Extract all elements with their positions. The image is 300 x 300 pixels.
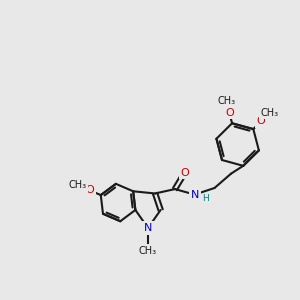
Text: O: O: [225, 108, 234, 118]
Text: CH₃: CH₃: [68, 180, 87, 190]
Text: N: N: [190, 190, 199, 200]
Text: O: O: [180, 168, 189, 178]
Text: CH₃: CH₃: [217, 96, 235, 106]
Text: H: H: [202, 194, 208, 203]
Text: CH₃: CH₃: [139, 246, 157, 256]
Text: O: O: [257, 116, 266, 126]
Text: CH₃: CH₃: [261, 108, 279, 118]
Text: N: N: [144, 223, 152, 233]
Text: O: O: [85, 185, 94, 195]
